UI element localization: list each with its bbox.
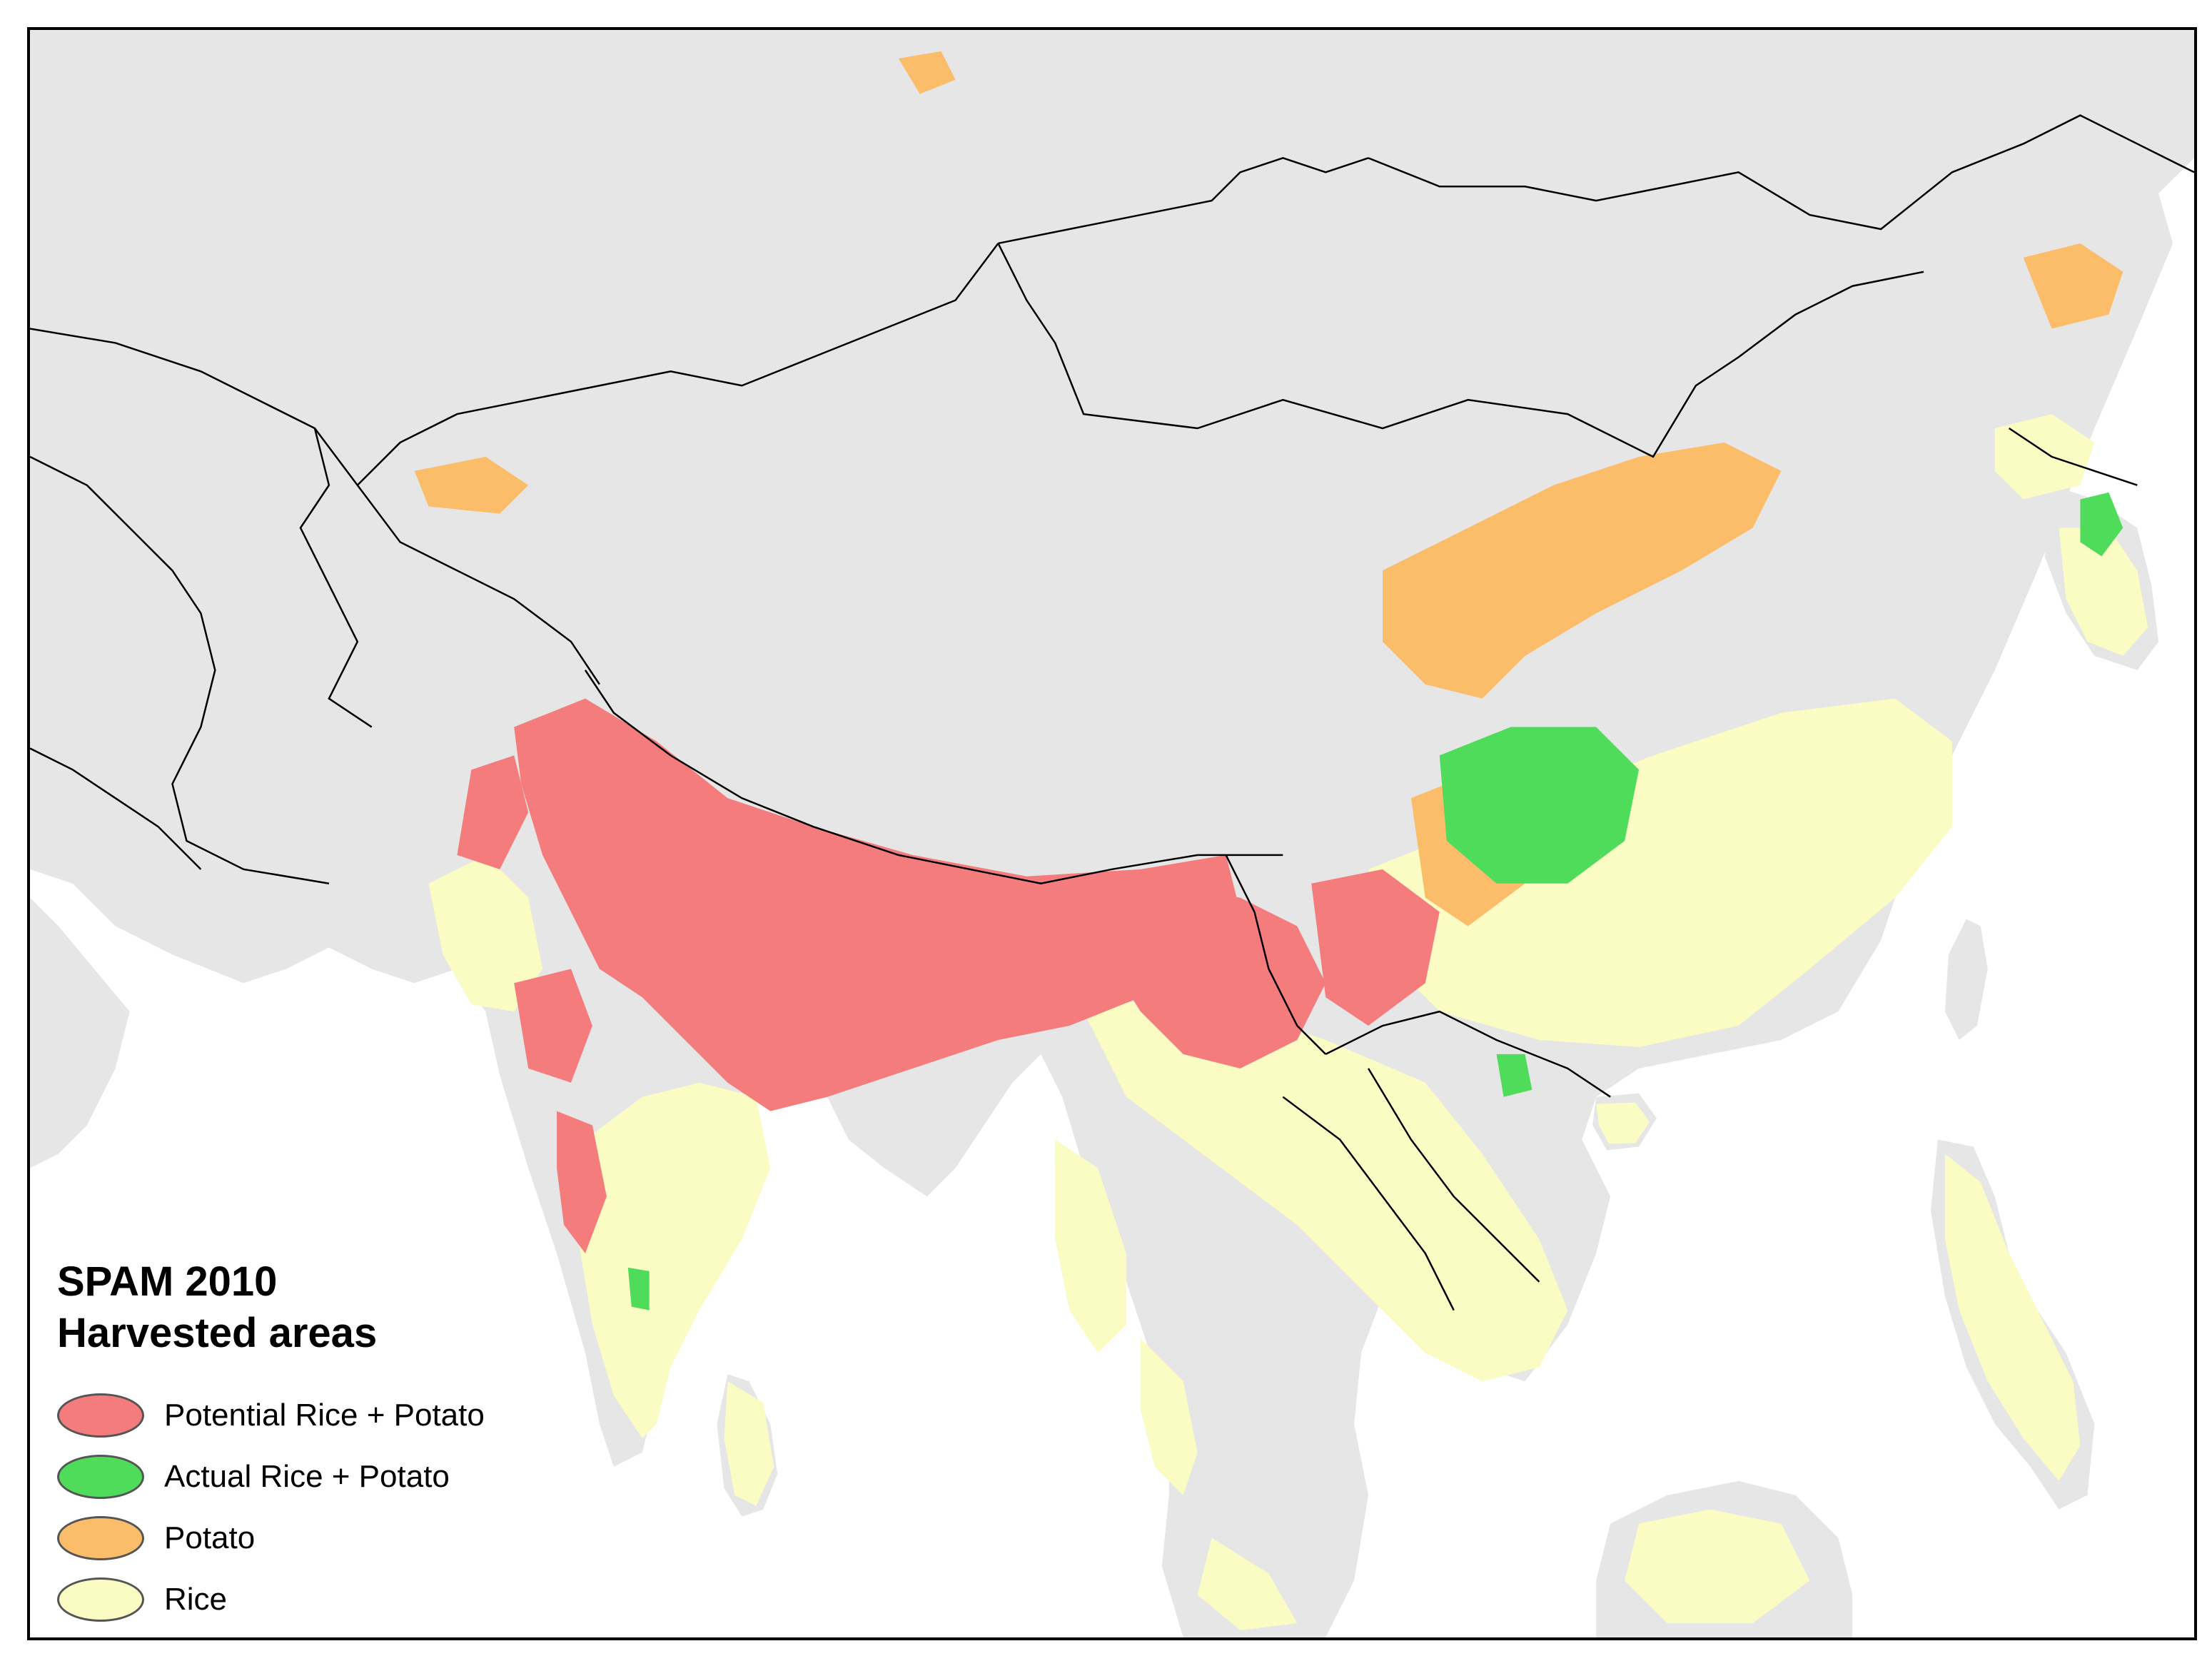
legend-title-line1: SPAM 2010 (57, 1258, 278, 1305)
legend-swatch-potato (57, 1516, 144, 1560)
legend: SPAM 2010 Harvested areas Potential Rice… (57, 1256, 600, 1630)
rice-areas (428, 414, 2148, 1631)
map-canvas (30, 30, 2194, 1637)
legend-label-potato: Potato (164, 1520, 256, 1555)
taiwan (1944, 919, 1988, 1040)
legend-swatch-rice (57, 1577, 144, 1622)
potential-rice-potato-areas (457, 698, 1440, 1253)
legend-item-potato: Potato (57, 1508, 600, 1569)
country-borders (30, 114, 2194, 1311)
mainland-asia (30, 30, 2194, 1637)
map-frame (27, 27, 2197, 1640)
legend-label-rice: Rice (164, 1582, 228, 1617)
legend-item-actual-rice-potato: Actual Rice + Potato (57, 1446, 600, 1508)
legend-label-potential: Potential Rice + Potato (164, 1398, 485, 1433)
legend-item-potential-rice-potato: Potential Rice + Potato (57, 1385, 600, 1446)
legend-swatch-potential (57, 1393, 144, 1438)
legend-swatch-actual (57, 1455, 144, 1499)
legend-title-line2: Harvested areas (57, 1310, 378, 1356)
legend-label-actual: Actual Rice + Potato (164, 1459, 450, 1494)
legend-item-rice: Rice (57, 1569, 600, 1630)
africa-horn (30, 897, 130, 1168)
legend-list: Potential Rice + Potato Actual Rice + Po… (57, 1385, 600, 1630)
